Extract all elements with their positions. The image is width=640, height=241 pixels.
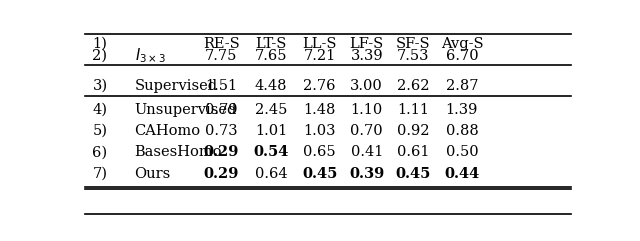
- Text: 0.70: 0.70: [350, 124, 383, 138]
- Text: 3.00: 3.00: [350, 79, 383, 93]
- Text: 3): 3): [92, 79, 108, 93]
- Text: 0.61: 0.61: [397, 145, 429, 159]
- Text: 1): 1): [92, 37, 108, 51]
- Text: 0.29: 0.29: [204, 167, 239, 181]
- Text: Ours: Ours: [134, 167, 171, 181]
- Text: 5): 5): [92, 124, 108, 138]
- Text: 7.65: 7.65: [255, 49, 287, 63]
- Text: 2.76: 2.76: [303, 79, 336, 93]
- Text: LF-S: LF-S: [349, 37, 384, 51]
- Text: 2.62: 2.62: [397, 79, 429, 93]
- Text: 7.53: 7.53: [397, 49, 429, 63]
- Text: 7.75: 7.75: [205, 49, 237, 63]
- Text: 0.39: 0.39: [349, 167, 384, 181]
- Text: 1.48: 1.48: [303, 103, 336, 117]
- Text: 0.29: 0.29: [204, 145, 239, 159]
- Text: 0.41: 0.41: [351, 145, 383, 159]
- Text: $I_{3\times3}$: $I_{3\times3}$: [134, 47, 166, 65]
- Text: 0.92: 0.92: [397, 124, 429, 138]
- Text: 7.21: 7.21: [303, 49, 336, 63]
- Text: 2.87: 2.87: [445, 79, 478, 93]
- Text: 0.50: 0.50: [445, 145, 478, 159]
- Text: 3.39: 3.39: [350, 49, 383, 63]
- Text: 0.54: 0.54: [253, 145, 289, 159]
- Text: RE-S: RE-S: [203, 37, 240, 51]
- Text: 2.45: 2.45: [255, 103, 287, 117]
- Text: 0.79: 0.79: [205, 103, 237, 117]
- Text: 6.70: 6.70: [445, 49, 478, 63]
- Text: Unsupervised: Unsupervised: [134, 103, 237, 117]
- Text: 1.39: 1.39: [445, 103, 478, 117]
- Text: 0.64: 0.64: [255, 167, 287, 181]
- Text: 4.48: 4.48: [255, 79, 287, 93]
- Text: 1.10: 1.10: [351, 103, 383, 117]
- Text: 1.51: 1.51: [205, 79, 237, 93]
- Text: CAHomo: CAHomo: [134, 124, 201, 138]
- Text: 0.45: 0.45: [396, 167, 431, 181]
- Text: 0.73: 0.73: [205, 124, 237, 138]
- Text: 0.65: 0.65: [303, 145, 336, 159]
- Text: LT-S: LT-S: [255, 37, 287, 51]
- Text: 6): 6): [92, 145, 108, 159]
- Text: 0.44: 0.44: [444, 167, 479, 181]
- Text: 1.11: 1.11: [397, 103, 429, 117]
- Text: 0.45: 0.45: [302, 167, 337, 181]
- Text: LL-S: LL-S: [302, 37, 337, 51]
- Text: BasesHomo: BasesHomo: [134, 145, 222, 159]
- Text: 2): 2): [92, 49, 108, 63]
- Text: SF-S: SF-S: [396, 37, 431, 51]
- Text: 1.01: 1.01: [255, 124, 287, 138]
- Text: 7): 7): [92, 167, 108, 181]
- Text: 4): 4): [92, 103, 108, 117]
- Text: 0.88: 0.88: [445, 124, 478, 138]
- Text: Supervised: Supervised: [134, 79, 218, 93]
- Text: 1.03: 1.03: [303, 124, 336, 138]
- Text: Avg-S: Avg-S: [440, 37, 483, 51]
